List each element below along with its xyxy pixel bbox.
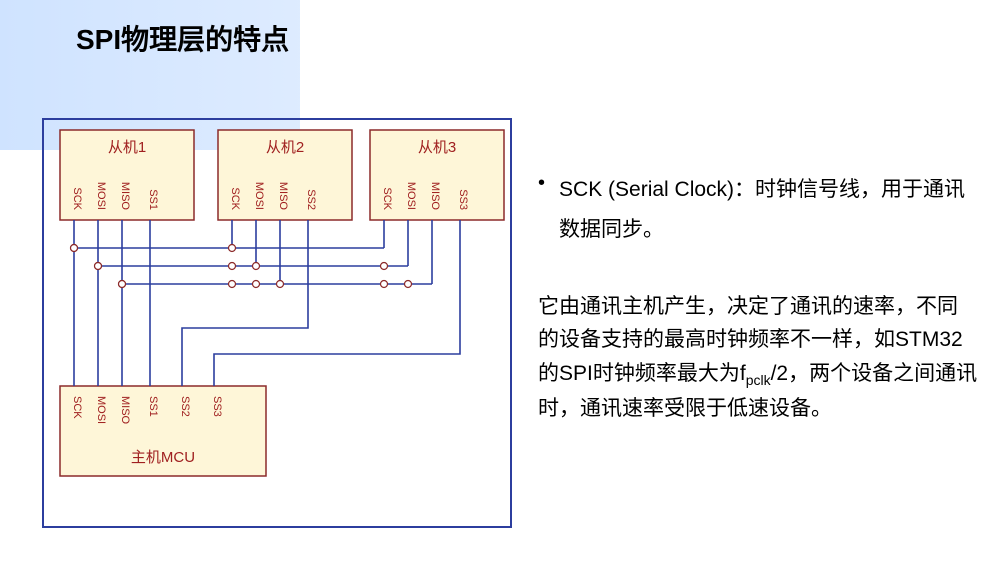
svg-text:MOSI: MOSI bbox=[405, 182, 417, 210]
bullet-text: SCK (Serial Clock)：时钟信号线，用于通讯数据同步。 bbox=[559, 170, 978, 250]
svg-text:SS3: SS3 bbox=[211, 396, 223, 417]
svg-text:SS2: SS2 bbox=[179, 396, 191, 417]
paragraph-sub: pclk bbox=[746, 372, 771, 388]
description-area: • SCK (Serial Clock)：时钟信号线，用于通讯数据同步。 它由通… bbox=[538, 170, 978, 425]
svg-text:SCK: SCK bbox=[381, 187, 393, 210]
svg-text:MISO: MISO bbox=[429, 182, 441, 211]
svg-text:SS3: SS3 bbox=[457, 189, 469, 210]
svg-text:从机2: 从机2 bbox=[266, 139, 304, 156]
svg-text:MOSI: MOSI bbox=[95, 182, 107, 210]
svg-text:MISO: MISO bbox=[119, 182, 131, 211]
svg-text:SCK: SCK bbox=[71, 396, 83, 419]
svg-text:MISO: MISO bbox=[119, 396, 131, 425]
svg-text:SCK: SCK bbox=[71, 187, 83, 210]
svg-text:SS2: SS2 bbox=[305, 189, 317, 210]
svg-text:SCK: SCK bbox=[229, 187, 241, 210]
bullet-item: • SCK (Serial Clock)：时钟信号线，用于通讯数据同步。 bbox=[538, 170, 978, 250]
svg-text:MISO: MISO bbox=[277, 182, 289, 211]
spi-topology-diagram: 从机1 SCK MOSI MISO SS1 从机2 SCK MOSI MISO SS2 从机3 SCK… bbox=[42, 118, 512, 528]
svg-text:主机MCU: 主机MCU bbox=[131, 449, 195, 466]
svg-text:MOSI: MOSI bbox=[253, 182, 265, 210]
page-title: SPI物理层的特点 bbox=[76, 18, 289, 58]
svg-text:从机1: 从机1 bbox=[108, 139, 146, 156]
svg-text:从机3: 从机3 bbox=[418, 139, 456, 156]
svg-text:SS1: SS1 bbox=[147, 396, 159, 417]
paragraph-text: 它由通讯主机产生，决定了通讯的速率，不同的设备支持的最高时钟频率不一样，如STM… bbox=[538, 290, 978, 425]
svg-text:SS1: SS1 bbox=[147, 189, 159, 210]
bullet-dot-icon: • bbox=[538, 172, 545, 195]
svg-text:MOSI: MOSI bbox=[95, 396, 107, 424]
